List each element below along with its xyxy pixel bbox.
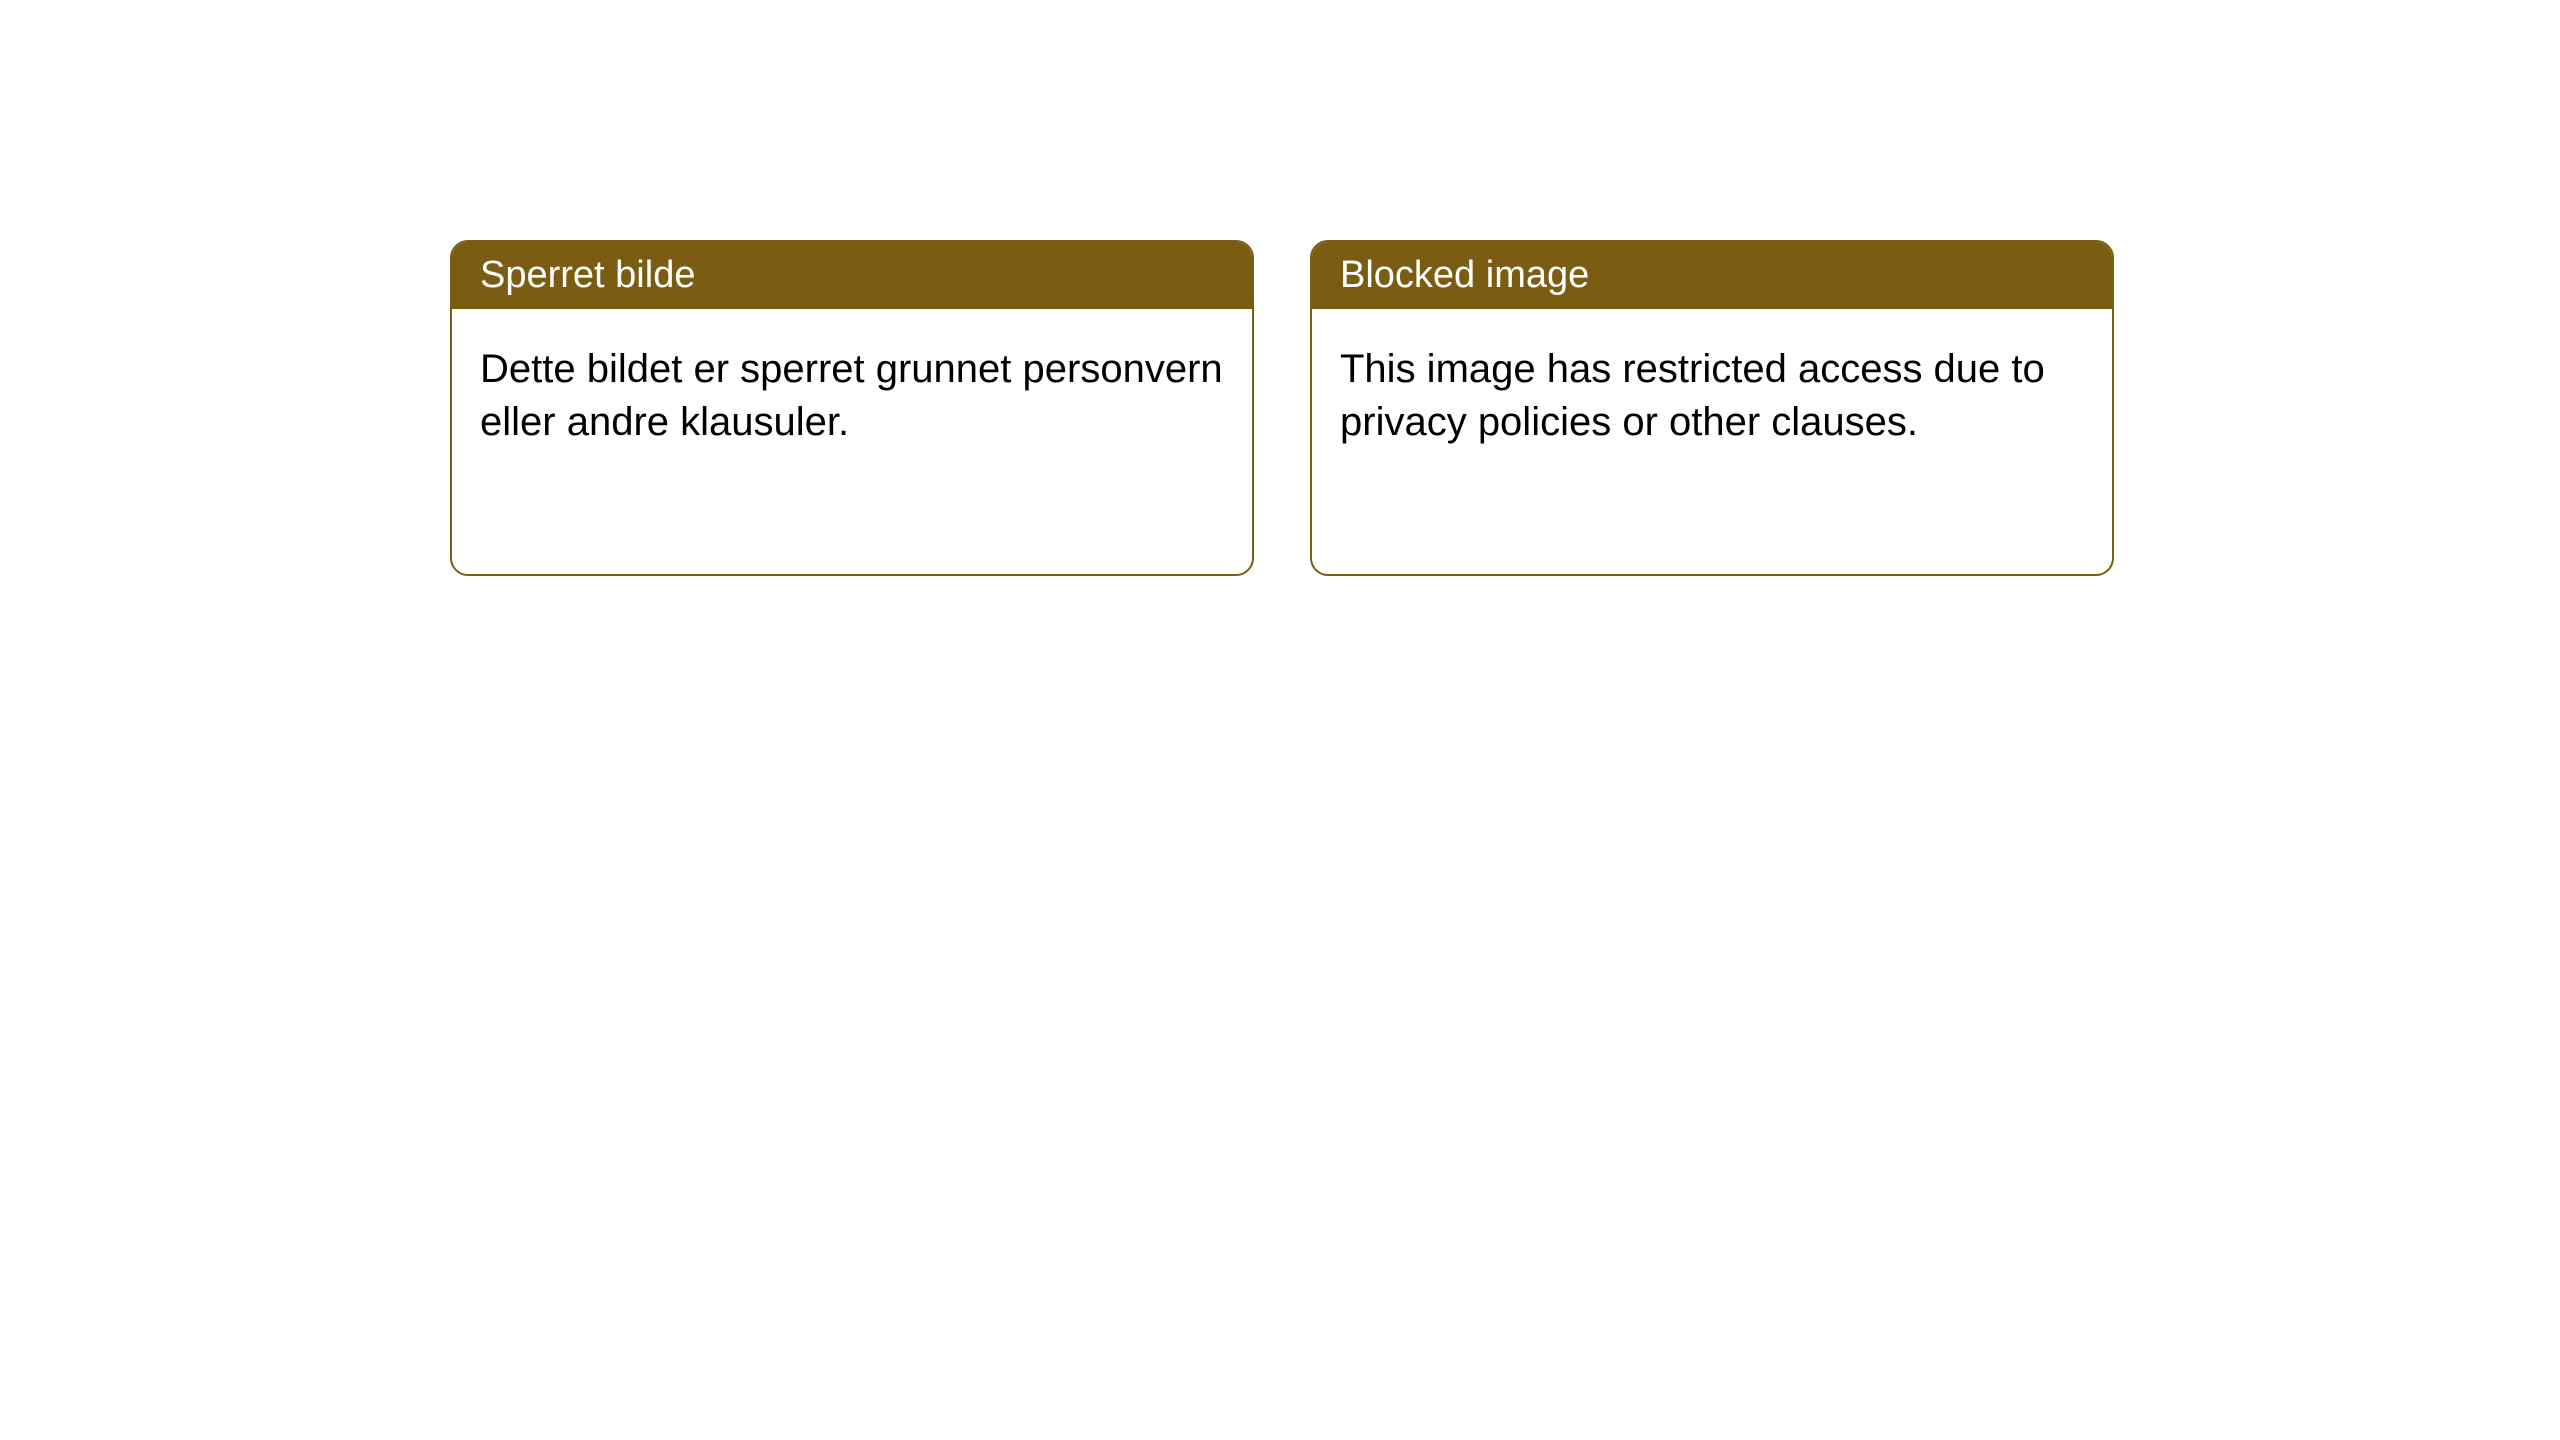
card-header-english: Blocked image: [1312, 242, 2112, 309]
card-header-norwegian: Sperret bilde: [452, 242, 1252, 309]
card-body-text: This image has restricted access due to …: [1340, 347, 2045, 444]
card-body-english: This image has restricted access due to …: [1312, 309, 2112, 483]
notice-card-english: Blocked image This image has restricted …: [1310, 240, 2114, 576]
notice-cards-container: Sperret bilde Dette bildet er sperret gr…: [450, 240, 2114, 576]
card-body-text: Dette bildet er sperret grunnet personve…: [480, 347, 1223, 444]
card-body-norwegian: Dette bildet er sperret grunnet personve…: [452, 309, 1252, 483]
card-title: Blocked image: [1340, 254, 1589, 296]
notice-card-norwegian: Sperret bilde Dette bildet er sperret gr…: [450, 240, 1254, 576]
card-title: Sperret bilde: [480, 254, 695, 296]
